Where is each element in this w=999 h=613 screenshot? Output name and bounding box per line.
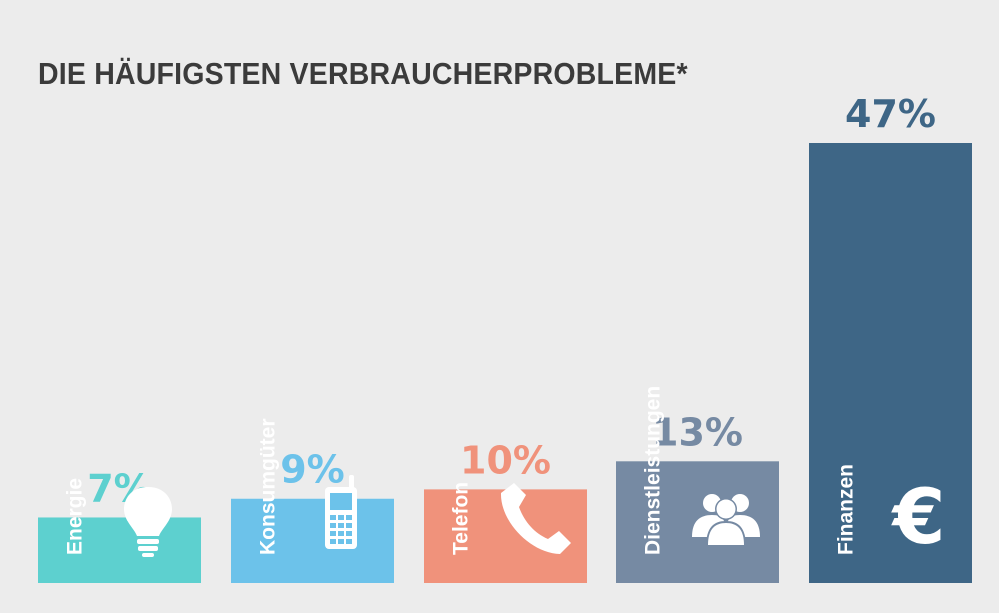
bar-finanzen bbox=[809, 143, 972, 583]
svg-text:€: € bbox=[891, 472, 946, 561]
value-label: 10% bbox=[460, 438, 551, 482]
category-label: Energie bbox=[64, 478, 87, 555]
bar-konsumgüter bbox=[231, 498, 394, 583]
value-label: 13% bbox=[652, 410, 743, 454]
category-label: Telefon bbox=[450, 482, 473, 555]
telephone-handset-icon bbox=[500, 483, 571, 554]
euro-icon: € bbox=[891, 472, 946, 561]
value-label: 47% bbox=[845, 92, 936, 136]
category-label: Finanzen bbox=[835, 464, 858, 555]
bar-energie bbox=[38, 517, 201, 583]
value-label: 9% bbox=[280, 448, 345, 492]
people-group-icon bbox=[692, 494, 760, 547]
category-label: Konsumgüter bbox=[257, 419, 280, 556]
chart-title: DIE HÄUFIGSTEN VERBRAUCHERPROBLEME* bbox=[38, 56, 688, 91]
category-label: Dienstleistungen bbox=[642, 386, 665, 555]
mobile-phone-icon bbox=[325, 475, 357, 549]
lightbulb-icon bbox=[124, 487, 172, 557]
